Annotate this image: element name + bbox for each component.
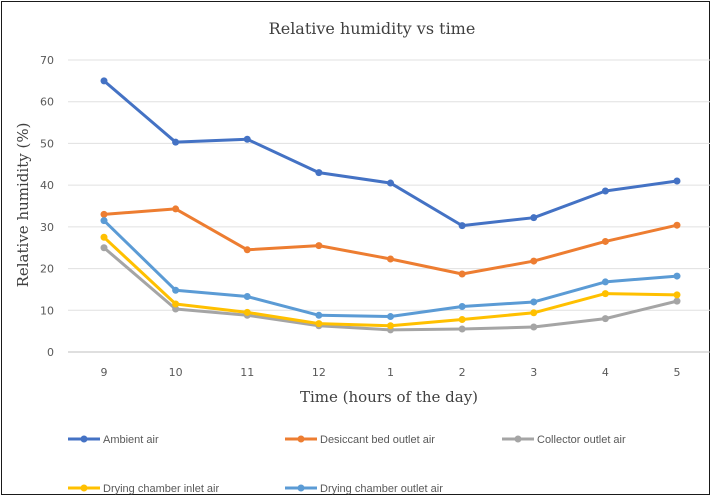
legend-item: Ambient air: [68, 434, 159, 446]
x-tick-label: 3: [530, 366, 537, 379]
legend-marker: [81, 485, 88, 492]
data-point: [315, 320, 322, 327]
x-tick-labels: 9 10 11 12 1 2 3 4 5: [101, 366, 681, 379]
data-point: [387, 313, 394, 320]
series-line: [104, 81, 677, 226]
y-tick-label: 70: [40, 54, 54, 67]
y-axis-label: Relative humidity (%): [14, 123, 32, 288]
data-point: [602, 278, 609, 285]
legend-marker: [298, 436, 305, 443]
data-point: [244, 246, 251, 253]
data-point: [459, 316, 466, 323]
data-point: [459, 326, 466, 333]
data-point: [172, 139, 179, 146]
y-tick-label: 30: [40, 221, 54, 234]
data-point: [387, 180, 394, 187]
series-line: [104, 209, 677, 274]
data-point: [602, 290, 609, 297]
data-point: [244, 309, 251, 316]
data-point: [315, 242, 322, 249]
x-tick-label: 12: [312, 366, 326, 379]
data-point: [387, 255, 394, 262]
data-point: [101, 211, 108, 218]
chart-title: Relative humidity vs time: [269, 19, 476, 38]
data-point: [602, 315, 609, 322]
legend-label: Ambient air: [103, 434, 159, 446]
legend-item: Collector outlet air: [502, 434, 626, 446]
data-point: [101, 244, 108, 251]
gridlines: [68, 60, 710, 352]
y-tick-label: 20: [40, 263, 54, 276]
data-point: [315, 312, 322, 319]
data-point: [172, 287, 179, 294]
legend-label: Desiccant bed outlet air: [320, 434, 435, 446]
data-point: [459, 270, 466, 277]
data-point: [459, 222, 466, 229]
x-tick-label: 10: [169, 366, 183, 379]
y-tick-label: 10: [40, 304, 54, 317]
data-point: [530, 258, 537, 265]
series-desiccant-bed-outlet-air: [101, 205, 681, 277]
data-point: [530, 323, 537, 330]
data-point: [459, 303, 466, 310]
data-point: [674, 222, 681, 229]
data-point: [101, 77, 108, 84]
x-tick-label: 1: [387, 366, 394, 379]
data-point: [602, 187, 609, 194]
data-point: [101, 217, 108, 224]
legend-label: Drying chamber outlet air: [320, 483, 443, 495]
legend-label: Collector outlet air: [537, 434, 626, 446]
y-tick-labels: 0 10 20 30 40 50 60 70: [40, 54, 54, 359]
data-point: [674, 273, 681, 280]
x-axis-label: Time (hours of the day): [300, 388, 478, 406]
data-point: [530, 309, 537, 316]
series-ambient-air: [101, 77, 681, 229]
data-point: [602, 238, 609, 245]
legend-item: Drying chamber outlet air: [285, 483, 443, 495]
data-point: [101, 234, 108, 241]
y-tick-label: 60: [40, 96, 54, 109]
legend-marker: [81, 436, 88, 443]
series-line: [104, 237, 677, 325]
data-point: [530, 298, 537, 305]
data-point: [674, 177, 681, 184]
data-point: [244, 136, 251, 143]
x-tick-label: 2: [459, 366, 466, 379]
series: [101, 77, 681, 333]
data-point: [530, 214, 537, 221]
y-tick-label: 50: [40, 137, 54, 150]
data-point: [674, 298, 681, 305]
legend-label: Drying chamber inlet air: [103, 483, 219, 495]
x-tick-label: 11: [240, 366, 254, 379]
data-point: [315, 169, 322, 176]
data-point: [172, 301, 179, 308]
legend-marker: [298, 485, 305, 492]
data-point: [674, 291, 681, 298]
x-tick-label: 4: [602, 366, 609, 379]
y-tick-label: 0: [47, 346, 54, 359]
legend: Ambient air Desiccant bed outlet air Colle…: [68, 434, 626, 495]
x-tick-label: 9: [101, 366, 108, 379]
legend-item: Drying chamber inlet air: [68, 483, 219, 495]
data-point: [172, 205, 179, 212]
legend-marker: [515, 436, 522, 443]
x-tick-label: 5: [674, 366, 681, 379]
data-point: [387, 322, 394, 329]
y-tick-label: 40: [40, 179, 54, 192]
data-point: [244, 293, 251, 300]
legend-item: Desiccant bed outlet air: [285, 434, 435, 446]
